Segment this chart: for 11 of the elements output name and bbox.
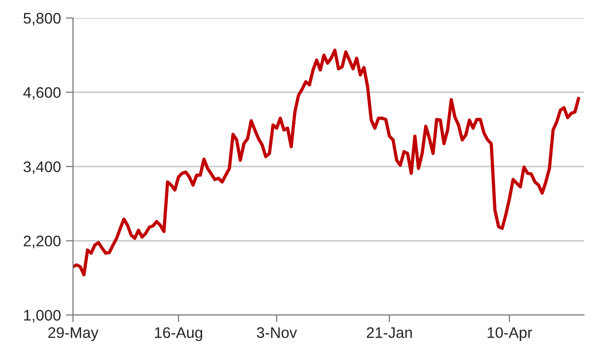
x-tick-label: 16-Aug [155,327,202,342]
y-tick-label: 2,200 [24,236,61,248]
y-tick-label: 1,000 [24,310,61,322]
x-tick-label: 3-Nov [256,327,297,338]
x-tick-label: 29-May [48,327,98,342]
x-tick-label: 21-Jan [366,327,412,338]
y-tick-label: 4,600 [23,87,61,100]
line-series [73,48,580,276]
y-tick-label: 5,800 [24,12,61,26]
y-tick-label: 3,400 [24,161,61,174]
x-tick-label: 10-Apr [488,327,532,342]
